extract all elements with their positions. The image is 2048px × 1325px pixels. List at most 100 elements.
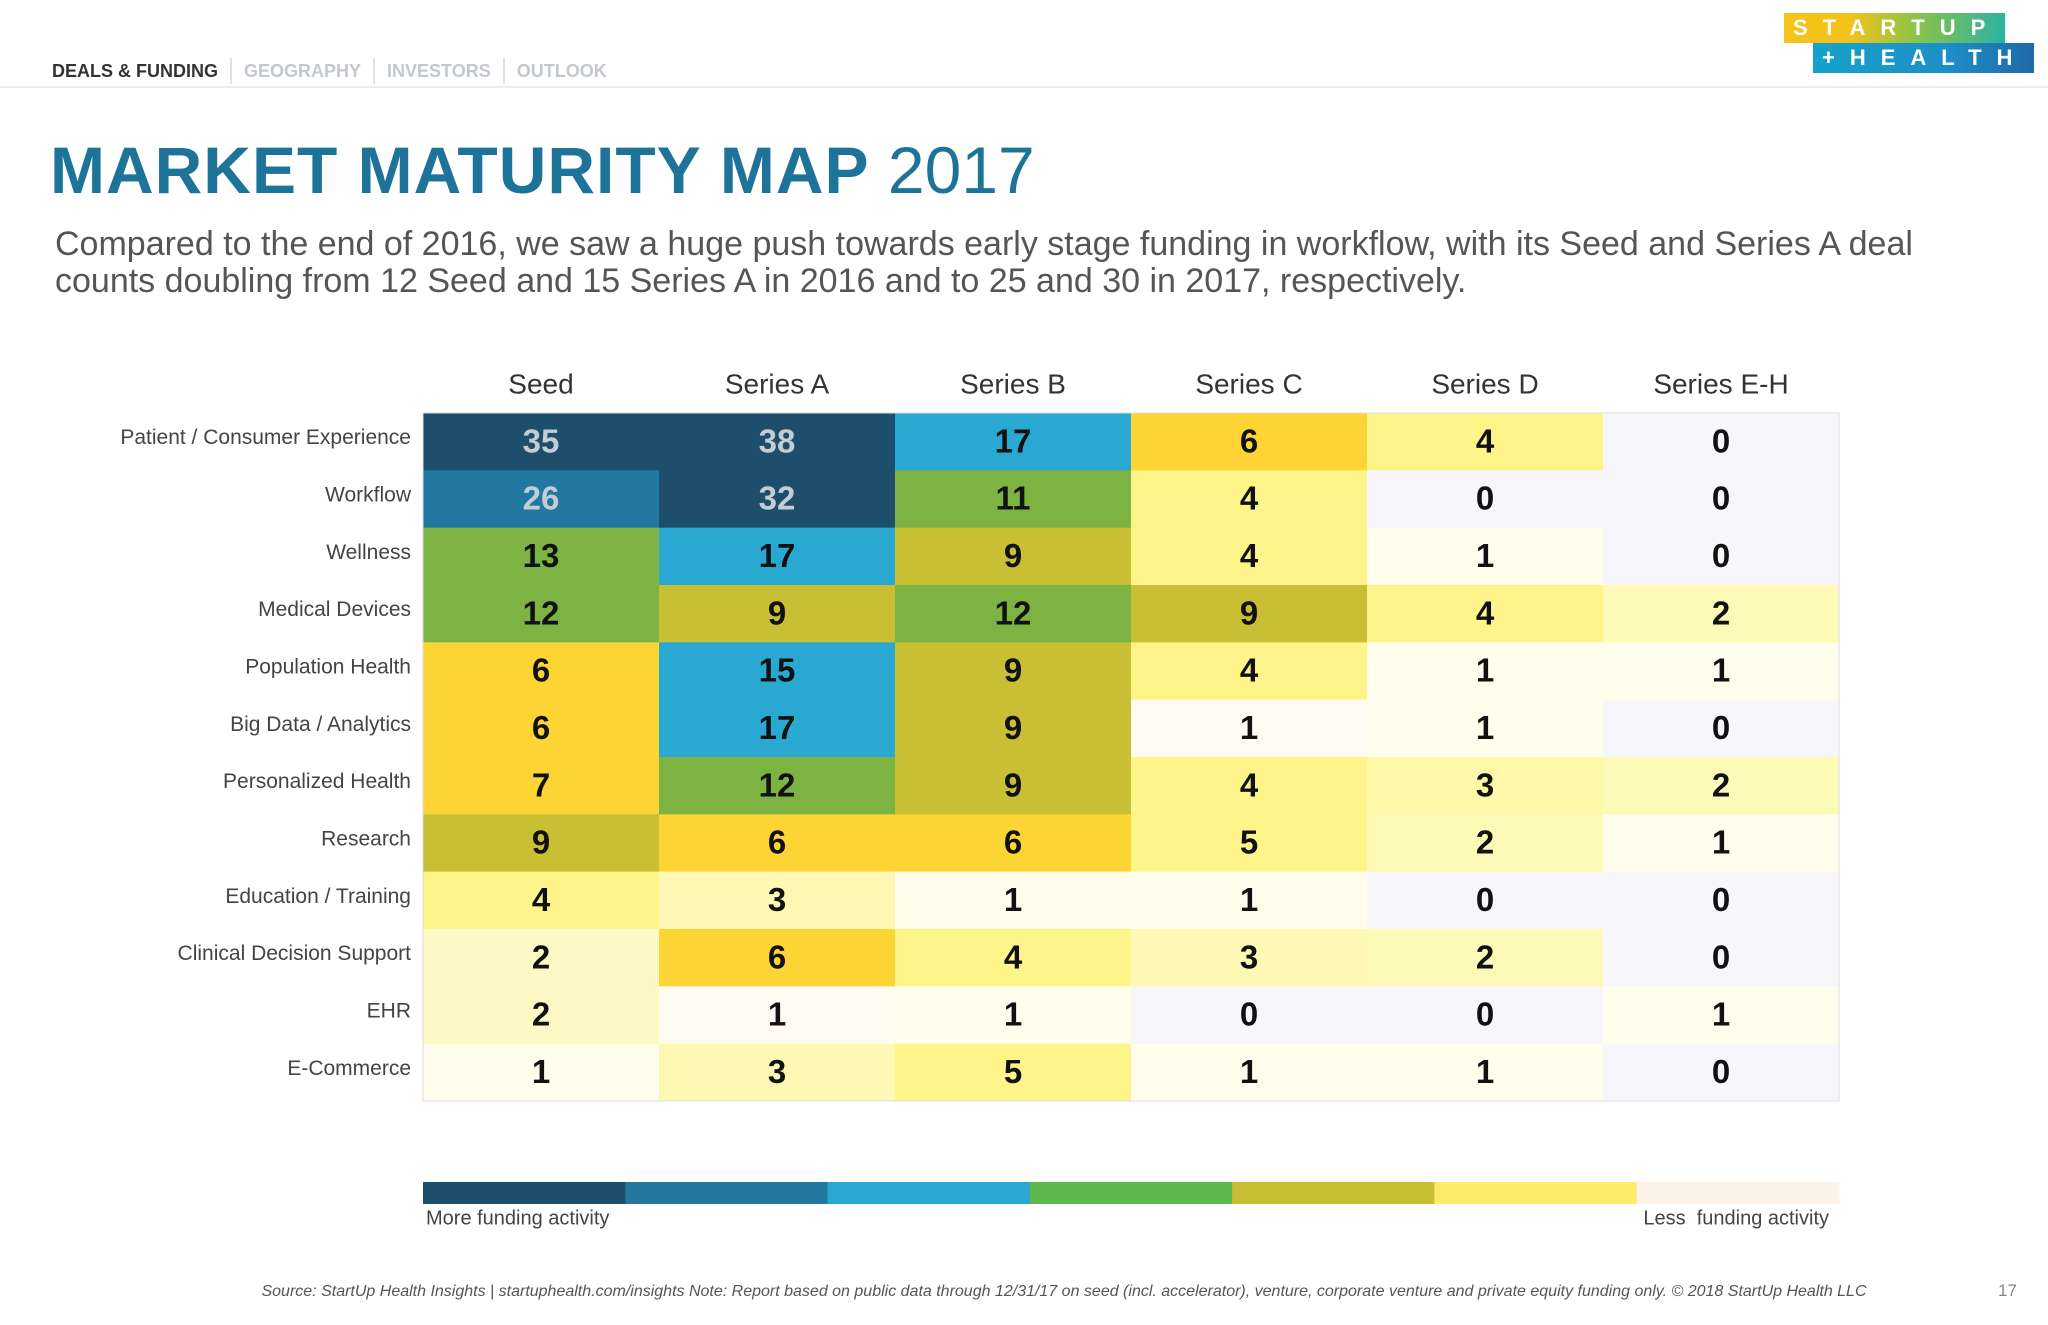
heat-cell (423, 1043, 660, 1102)
cell-value: 5 (1240, 824, 1258, 861)
nav-bar: DEALS & FUNDING GEOGRAPHY INVESTORS OUTLOOK (52, 58, 619, 84)
cell-value: 0 (1712, 938, 1730, 975)
cell-value: 9 (768, 594, 786, 631)
cell-value: 2 (1476, 824, 1494, 861)
heat-cell (1603, 699, 1840, 758)
heat-cell (1131, 527, 1368, 586)
heat-cell (1131, 871, 1368, 930)
legend-swatch (1029, 1182, 1233, 1204)
heat-cell (423, 757, 660, 815)
heat-cell (1131, 929, 1368, 987)
cell-value: 35 (523, 422, 560, 459)
nav-divider (0, 86, 2048, 88)
heat-cell (1603, 413, 1840, 471)
heat-cell (1131, 413, 1368, 471)
row-label: Research (321, 828, 411, 851)
heat-cell (1131, 642, 1368, 701)
heat-cell (423, 585, 660, 643)
cell-value: 9 (1240, 594, 1258, 631)
cell-value: 4 (532, 881, 551, 918)
heat-cell (895, 642, 1132, 701)
cell-value: 38 (759, 422, 796, 459)
heat-cell (659, 986, 896, 1045)
cell-value: 6 (768, 938, 786, 975)
nav-tab[interactable]: INVESTORS (373, 58, 503, 84)
grid-border (422, 412, 1840, 1102)
cell-value: 1 (1712, 652, 1730, 689)
heat-cell (659, 527, 896, 586)
cell-value: 5 (1004, 1053, 1022, 1090)
cell-value: 3 (1240, 938, 1258, 975)
cell-value: 9 (1004, 537, 1022, 574)
cell-value: 1 (1476, 537, 1494, 574)
cell-value: 1 (768, 996, 786, 1033)
heat-cell (895, 986, 1132, 1045)
nav-tab[interactable]: DEALS & FUNDING (52, 61, 218, 81)
cell-value: 0 (1712, 709, 1730, 746)
heat-cell (1367, 699, 1604, 758)
cell-value: 1 (532, 1053, 550, 1090)
column-header: Series B (960, 368, 1066, 399)
cell-value: 3 (1476, 766, 1494, 803)
subtitle: Compared to the end of 2016, we saw a hu… (55, 225, 1913, 300)
cell-value: 1 (1476, 652, 1494, 689)
heat-cell (423, 814, 660, 873)
cell-value: 4 (1240, 652, 1259, 689)
heat-cell (423, 527, 660, 586)
cell-value: 17 (759, 537, 796, 574)
heat-cell (1367, 814, 1604, 873)
heat-cell (1603, 929, 1840, 987)
heat-cell (659, 642, 896, 701)
cell-value: 17 (759, 709, 796, 746)
heat-cell (895, 871, 1132, 930)
row-label: Patient / Consumer Experience (120, 426, 411, 449)
cell-value: 6 (768, 824, 786, 861)
heat-cell (1131, 699, 1368, 758)
heat-cell (895, 1043, 1132, 1102)
cell-value: 1 (1712, 824, 1730, 861)
cell-value: 6 (532, 652, 550, 689)
cell-value: 11 (996, 480, 1031, 517)
legend-swatch (1636, 1182, 1840, 1204)
logo-top: STARTUP (1784, 13, 2005, 43)
cell-value: 9 (532, 824, 550, 861)
row-label: Workflow (325, 484, 412, 507)
column-header: Series E-H (1653, 368, 1788, 399)
cell-value: 26 (523, 480, 560, 517)
cell-value: 1 (1240, 709, 1258, 746)
cell-value: 1 (1240, 881, 1258, 918)
heat-cell (423, 929, 660, 987)
row-label: Education / Training (225, 885, 411, 908)
heat-cell (423, 413, 660, 471)
heat-cell (1603, 1043, 1840, 1102)
cell-value: 12 (759, 766, 796, 803)
cell-value: 2 (1712, 766, 1730, 803)
heat-cell (659, 814, 896, 873)
cell-value: 1 (1240, 1053, 1258, 1090)
cell-value: 4 (1240, 766, 1259, 803)
row-label: Personalized Health (223, 770, 411, 793)
nav-tab[interactable]: GEOGRAPHY (230, 58, 373, 84)
cell-value: 9 (1004, 766, 1022, 803)
title: MARKET MATURITY MAP 2017 (50, 132, 1035, 208)
heat-cell (895, 470, 1132, 529)
nav-tab[interactable]: OUTLOOK (502, 58, 619, 84)
heat-cell (659, 929, 896, 987)
heat-cell (1603, 871, 1840, 930)
heat-cell (423, 699, 660, 758)
heat-cell (895, 814, 1132, 873)
heat-cell (1131, 1043, 1368, 1102)
row-label: Population Health (245, 656, 411, 679)
column-header: Seed (508, 368, 573, 399)
heat-cell (659, 871, 896, 930)
cell-value: 1 (1004, 881, 1022, 918)
heat-cell (423, 470, 660, 529)
cell-value: 9 (1004, 709, 1022, 746)
title-main: MARKET MATURITY MAP (50, 133, 870, 207)
legend-swatch (423, 1182, 626, 1204)
heat-cell (1603, 757, 1840, 815)
cell-value: 6 (1240, 422, 1258, 459)
cell-value: 2 (532, 938, 550, 975)
